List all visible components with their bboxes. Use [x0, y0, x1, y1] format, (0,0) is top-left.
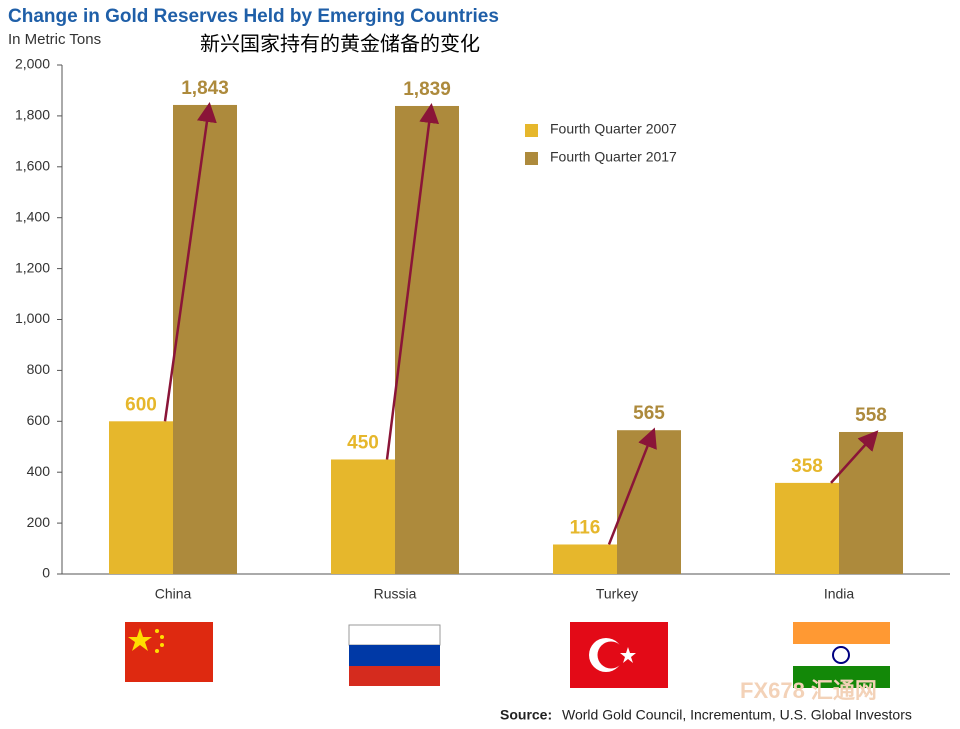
change-arrow: [385, 103, 440, 460]
flag-russia: [348, 624, 441, 686]
chart-subtitle: In Metric Tons: [8, 31, 101, 48]
bar: [331, 459, 395, 574]
change-arrow: [830, 430, 879, 484]
x-tick-label: China: [155, 586, 192, 602]
flag-turkey: [570, 622, 668, 688]
y-tick-label: 1,200: [15, 259, 50, 275]
y-tick-label: 600: [27, 412, 51, 428]
source-text: World Gold Council, Incrementum, U.S. Gl…: [562, 707, 912, 723]
x-tick-label: Turkey: [596, 586, 638, 602]
legend-label: Fourth Quarter 2017: [550, 149, 677, 165]
value-label: 1,843: [181, 78, 229, 99]
change-arrow: [607, 427, 657, 545]
value-label: 358: [791, 456, 823, 477]
y-tick-label: 800: [27, 361, 51, 377]
y-tick-label: 200: [27, 514, 51, 530]
source-label: Source:: [500, 707, 552, 723]
y-tick-label: 1,600: [15, 158, 50, 174]
x-tick-label: Russia: [374, 586, 417, 602]
bar: [553, 544, 617, 574]
bar: [109, 421, 173, 574]
annotation: 新兴国家持有的黄金储备的变化: [200, 32, 480, 55]
y-tick-label: 1,400: [15, 208, 50, 224]
flag-india: [793, 622, 890, 688]
y-tick-label: 400: [27, 463, 51, 479]
bar: [775, 482, 839, 574]
value-label: 558: [855, 405, 887, 426]
flag-china: [125, 622, 213, 682]
change-arrow: [163, 102, 217, 422]
value-label: 116: [570, 517, 601, 538]
bar: [617, 430, 681, 574]
value-label: 600: [125, 394, 157, 415]
y-tick-label: 2,000: [15, 56, 50, 72]
value-label: 1,839: [403, 79, 451, 100]
chart-title: Change in Gold Reserves Held by Emerging…: [8, 6, 499, 27]
legend-swatch: [525, 152, 538, 165]
value-label: 565: [633, 403, 665, 424]
y-tick-label: 1,800: [15, 107, 50, 123]
x-tick-label: India: [824, 586, 855, 602]
y-tick-label: 0: [42, 565, 50, 581]
bar: [839, 431, 903, 574]
bar: [395, 105, 459, 575]
value-label: 450: [347, 432, 379, 453]
watermark: FX678 汇通网: [740, 678, 877, 703]
bar: [173, 104, 237, 575]
y-tick-label: 1,000: [15, 310, 50, 326]
legend-label: Fourth Quarter 2007: [550, 121, 677, 137]
legend-swatch: [525, 124, 538, 137]
